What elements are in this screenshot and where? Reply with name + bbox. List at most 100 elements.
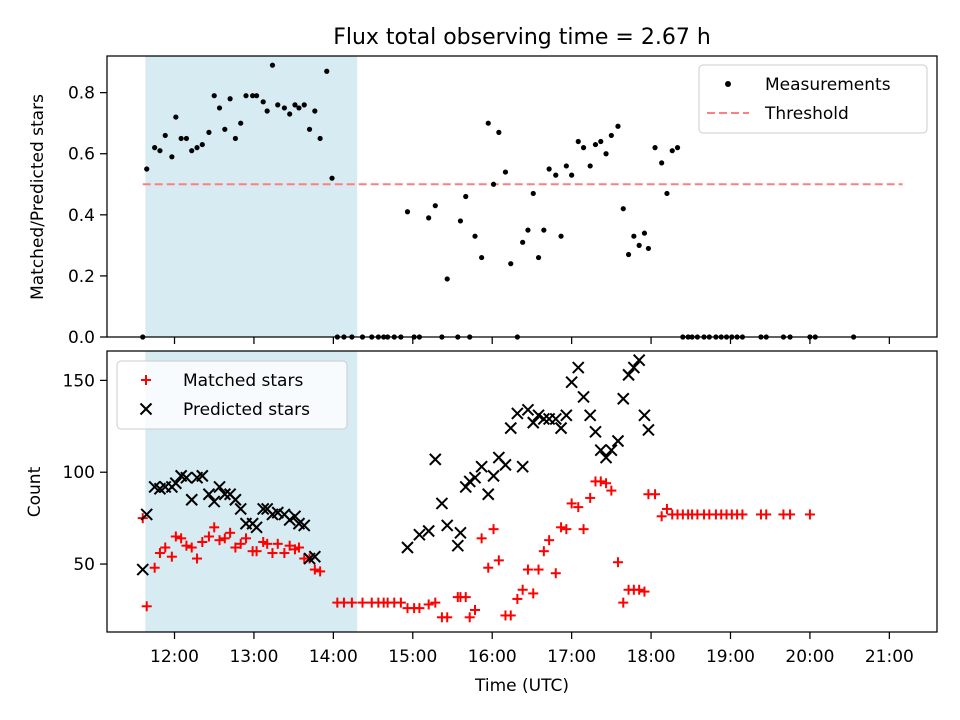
- matched-star-point: [284, 540, 295, 551]
- matched-star-point: [346, 597, 357, 608]
- top-axes-frame: [106, 55, 938, 338]
- measurement-point: [641, 230, 648, 236]
- measurement-point: [189, 148, 195, 154]
- matched-star-point: [149, 562, 160, 573]
- measurement-point: [183, 135, 190, 142]
- predicted-star-point: [140, 508, 153, 521]
- matched-star-point: [639, 586, 650, 597]
- measurement-point: [603, 151, 609, 157]
- predicted-star-point: [594, 443, 607, 457]
- measurement-point: [329, 175, 335, 181]
- matched-star-point: [601, 478, 612, 489]
- legend-predicted-label: Predicted stars: [183, 400, 310, 420]
- matched-star-point: [240, 533, 251, 544]
- predicted-star-point: [250, 521, 263, 534]
- predicted-star-point: [413, 528, 426, 541]
- matched-star-point: [538, 546, 549, 557]
- predicted-star-point: [527, 416, 540, 429]
- predicted-star-point: [234, 502, 247, 516]
- matched-star-point: [181, 540, 192, 551]
- matched-star-point: [612, 557, 623, 568]
- predicted-star-point: [429, 453, 442, 466]
- measurement-point: [260, 99, 266, 105]
- matched-star-point: [544, 535, 555, 546]
- predicted-star-point: [599, 451, 613, 464]
- measurement-point: [306, 126, 313, 132]
- measurement-point: [178, 135, 184, 142]
- measurement-point: [324, 68, 330, 74]
- matched-star-point: [737, 509, 748, 520]
- matched-star-point: [804, 509, 815, 520]
- measurement-point: [287, 111, 293, 117]
- predicted-star-point: [459, 480, 472, 494]
- matched-star-point: [141, 601, 152, 612]
- predicted-star-point: [308, 550, 322, 563]
- measurement-point: [541, 227, 547, 233]
- measurement-point: [479, 254, 485, 261]
- matched-star-point: [235, 538, 246, 549]
- measurement-point: [674, 145, 681, 151]
- measurement-point: [312, 108, 318, 114]
- measurement-point: [404, 209, 411, 215]
- predicted-star-point: [256, 502, 270, 516]
- measurement-point: [575, 138, 581, 145]
- measurement-point: [253, 93, 260, 99]
- legend-x-marker: [139, 402, 153, 416]
- legend-predicted-marker: [139, 402, 153, 416]
- measurement-point: [426, 215, 432, 221]
- predicted-star-point: [511, 407, 524, 420]
- matched-star-point: [395, 597, 406, 608]
- bottom-legend: Matched stars Predicted stars: [116, 360, 348, 430]
- matched-star-point: [634, 584, 645, 595]
- top-y-axis-label: Matched/Predicted stars: [28, 94, 48, 300]
- matched-star-point: [186, 542, 197, 553]
- top-x-ticks: [173, 337, 890, 344]
- predicted-star-point: [583, 409, 597, 422]
- matched-star-point: [230, 542, 241, 553]
- measurement-point: [535, 254, 542, 261]
- measurement-point: [496, 129, 502, 135]
- predicted-star-point: [468, 471, 482, 484]
- predicted-star-point: [516, 460, 529, 473]
- bottom-legend-frame: [116, 360, 348, 430]
- matched-star-point: [309, 564, 320, 575]
- predicted-star-point: [136, 563, 149, 576]
- predicted-star-point: [482, 488, 495, 501]
- predicted-star-point: [475, 460, 488, 473]
- measurement-point: [296, 105, 302, 111]
- measurement-point: [592, 141, 599, 148]
- x-tick-label: 12:00: [150, 647, 199, 667]
- matched-star-point: [464, 612, 475, 623]
- predicted-stars-points: [136, 353, 655, 576]
- predicted-star-point: [605, 443, 618, 457]
- matched-star-point: [573, 502, 584, 513]
- matched-star-point: [488, 524, 499, 535]
- measurement-point: [232, 135, 239, 142]
- measurement-point: [598, 138, 604, 145]
- predicted-star-point: [632, 353, 646, 367]
- measurement-point: [508, 261, 514, 267]
- measurement-point: [317, 135, 323, 142]
- measurement-point: [275, 102, 281, 108]
- matched-star-point: [219, 533, 230, 544]
- matched-star-point: [160, 542, 171, 553]
- observing-span-highlight-top: [145, 56, 358, 337]
- measurement-point: [645, 245, 652, 252]
- predicted-star-point: [560, 409, 573, 422]
- measurement-point: [463, 193, 469, 200]
- measurement-point: [502, 169, 509, 175]
- matched-star-point: [279, 548, 290, 559]
- predicted-star-point: [532, 409, 545, 422]
- measurement-point: [238, 120, 244, 126]
- matched-star-point: [522, 564, 533, 575]
- y-tick-label: 0.8: [68, 84, 95, 104]
- measurement-point: [659, 160, 665, 166]
- matched-star-point: [267, 548, 278, 559]
- x-axis-label: Time (UTC): [474, 676, 569, 696]
- measurement-point: [625, 251, 632, 258]
- measurement-point: [250, 93, 256, 99]
- top-subplot: 0.00.20.40.60.8 Matched/Predicted stars …: [28, 55, 938, 348]
- matched-star-point: [528, 588, 539, 599]
- x-tick-label: 14:00: [309, 647, 358, 667]
